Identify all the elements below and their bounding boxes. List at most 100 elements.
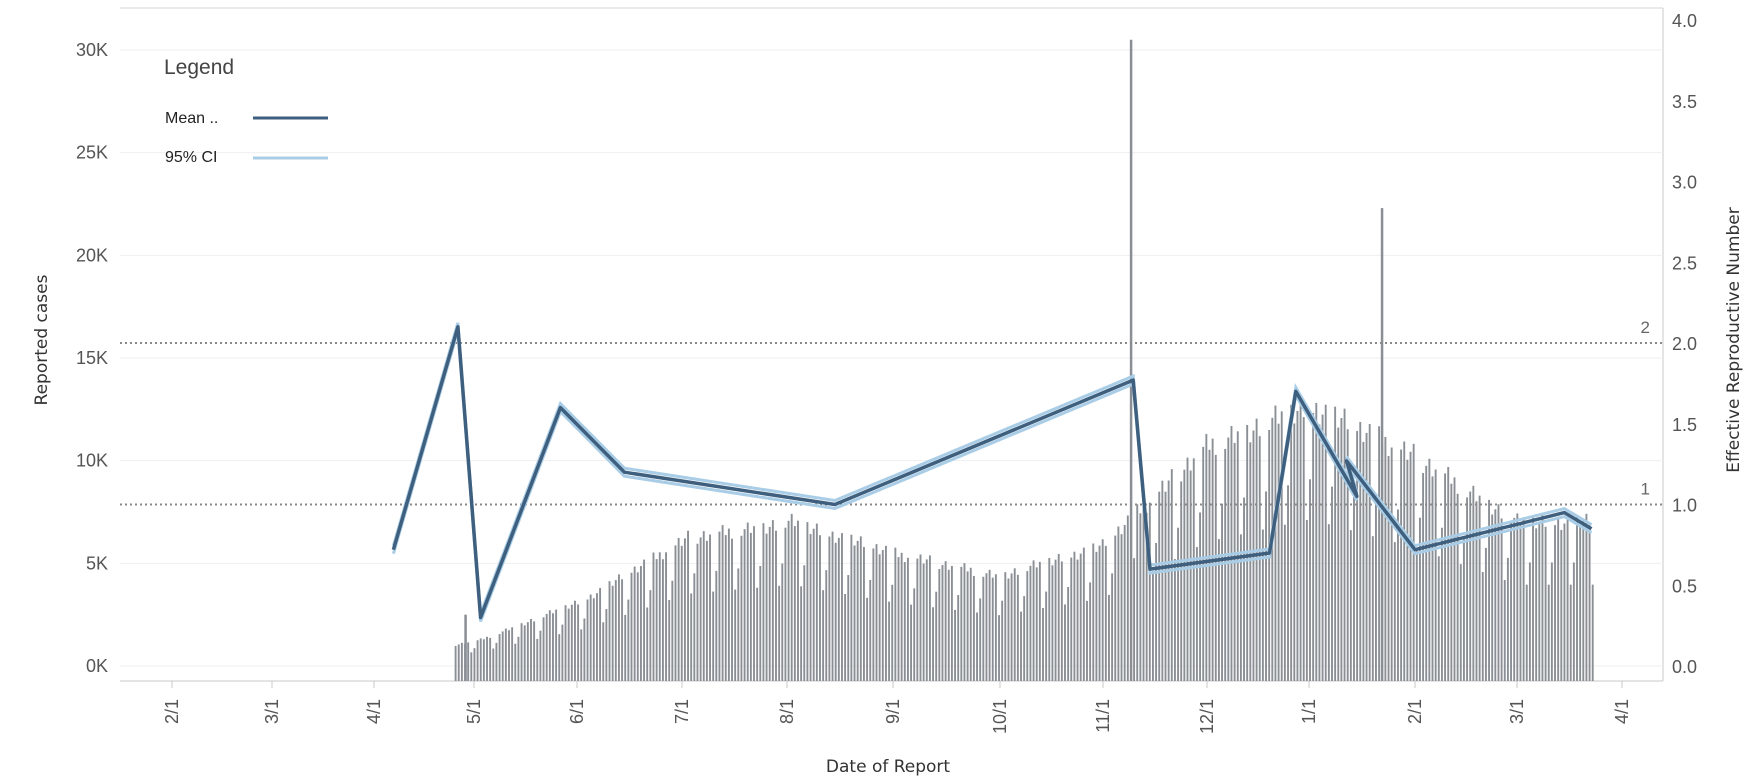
case-bar [1378,426,1381,681]
legend: Legend Mean .. 95% CI [164,56,328,166]
case-bar [599,587,602,681]
case-bar [1406,459,1409,681]
case-bar [1195,547,1198,681]
case-bar [1082,547,1085,681]
case-bar [938,569,941,681]
case-bar [985,573,988,681]
case-bar [533,621,536,681]
case-bar [602,622,605,681]
case-bar [1387,455,1390,681]
case-bar [1265,491,1267,681]
case-bar [775,530,777,681]
case-bar [753,526,755,681]
case-bar [652,552,655,681]
case-bar [1126,515,1129,681]
case-bar [1023,596,1026,681]
case-bar [1506,557,1509,681]
case-bar [1020,611,1022,681]
case-bar [749,532,752,681]
case-bar [1133,558,1136,681]
case-bar [1120,534,1123,681]
case-bar [1491,514,1494,681]
case-bar [994,574,997,681]
case-bar [866,597,869,681]
case-bar [1029,565,1032,681]
case-bar [1114,535,1117,681]
case-bar [1309,479,1311,681]
case-bar [1343,408,1346,681]
case-bar [709,534,711,681]
case-bar [1488,499,1491,681]
case-bar [746,522,749,681]
y-right-tick-label: 2.0 [1672,334,1697,354]
case-bar [903,562,906,681]
case-bar [1214,454,1217,681]
case-bar [1243,497,1245,681]
case-bar [552,613,554,681]
case-bar [743,529,746,681]
x-tick-label: 7/1 [672,699,692,724]
case-bar [727,528,730,681]
case-bar [787,520,790,681]
case-bar [1261,529,1264,681]
case-bar [762,523,765,681]
case-bar [1582,520,1585,681]
y-left-tick-label: 30K [76,40,108,60]
case-bar [1560,529,1563,681]
case-bar-spike [464,614,467,681]
case-bar [1503,579,1506,681]
case-bar [859,536,862,681]
case-bar [872,548,875,681]
case-bar [699,537,702,681]
case-bar [1365,432,1368,681]
case-bar [1484,547,1487,681]
case-bar [884,545,887,681]
case-bar [1026,571,1029,681]
case-bar [1312,412,1315,681]
case-bar [1271,417,1274,681]
case-bar [947,569,950,681]
case-bar [1123,524,1126,681]
case-bar [1513,517,1516,681]
case-bar [825,570,828,681]
case-bar [1280,411,1283,681]
case-bar [922,563,925,681]
case-bar [850,534,853,681]
case-bar [570,604,573,681]
case-bar [1183,469,1186,681]
case-bar [1079,553,1082,681]
case-bar [715,570,718,681]
case-bar [1164,491,1167,681]
case-bar [935,591,938,681]
case-bar [1199,512,1202,681]
case-bar [891,584,894,681]
case-bar [894,547,897,681]
case-bar [812,528,815,681]
case-bar [504,628,507,681]
case-bar [1422,472,1425,681]
x-tick-label: 12/1 [1197,699,1217,734]
case-bar [489,637,492,681]
y-left-tick-label: 5K [86,553,108,573]
case-bar [498,634,501,681]
case-bar [1161,480,1164,681]
case-bar [705,540,708,681]
y-right-tick-label: 4.0 [1672,11,1697,31]
case-bar [680,545,683,681]
case-bar [1180,481,1183,681]
case-bar [1550,562,1553,681]
case-bar [759,565,762,681]
case-bar [1051,565,1054,681]
case-bar [523,625,526,681]
case-bar [1397,509,1399,681]
case-bar [1170,469,1173,681]
case-bar [661,559,664,681]
case-bar [668,600,671,681]
case-bar [1466,497,1469,681]
case-bar [643,559,646,681]
y-right-tick-label: 3.5 [1672,92,1697,112]
case-bar [624,614,627,681]
case-bar [1356,431,1359,681]
case-bar [756,587,759,681]
y-right-tick-label: 3.0 [1672,173,1697,193]
